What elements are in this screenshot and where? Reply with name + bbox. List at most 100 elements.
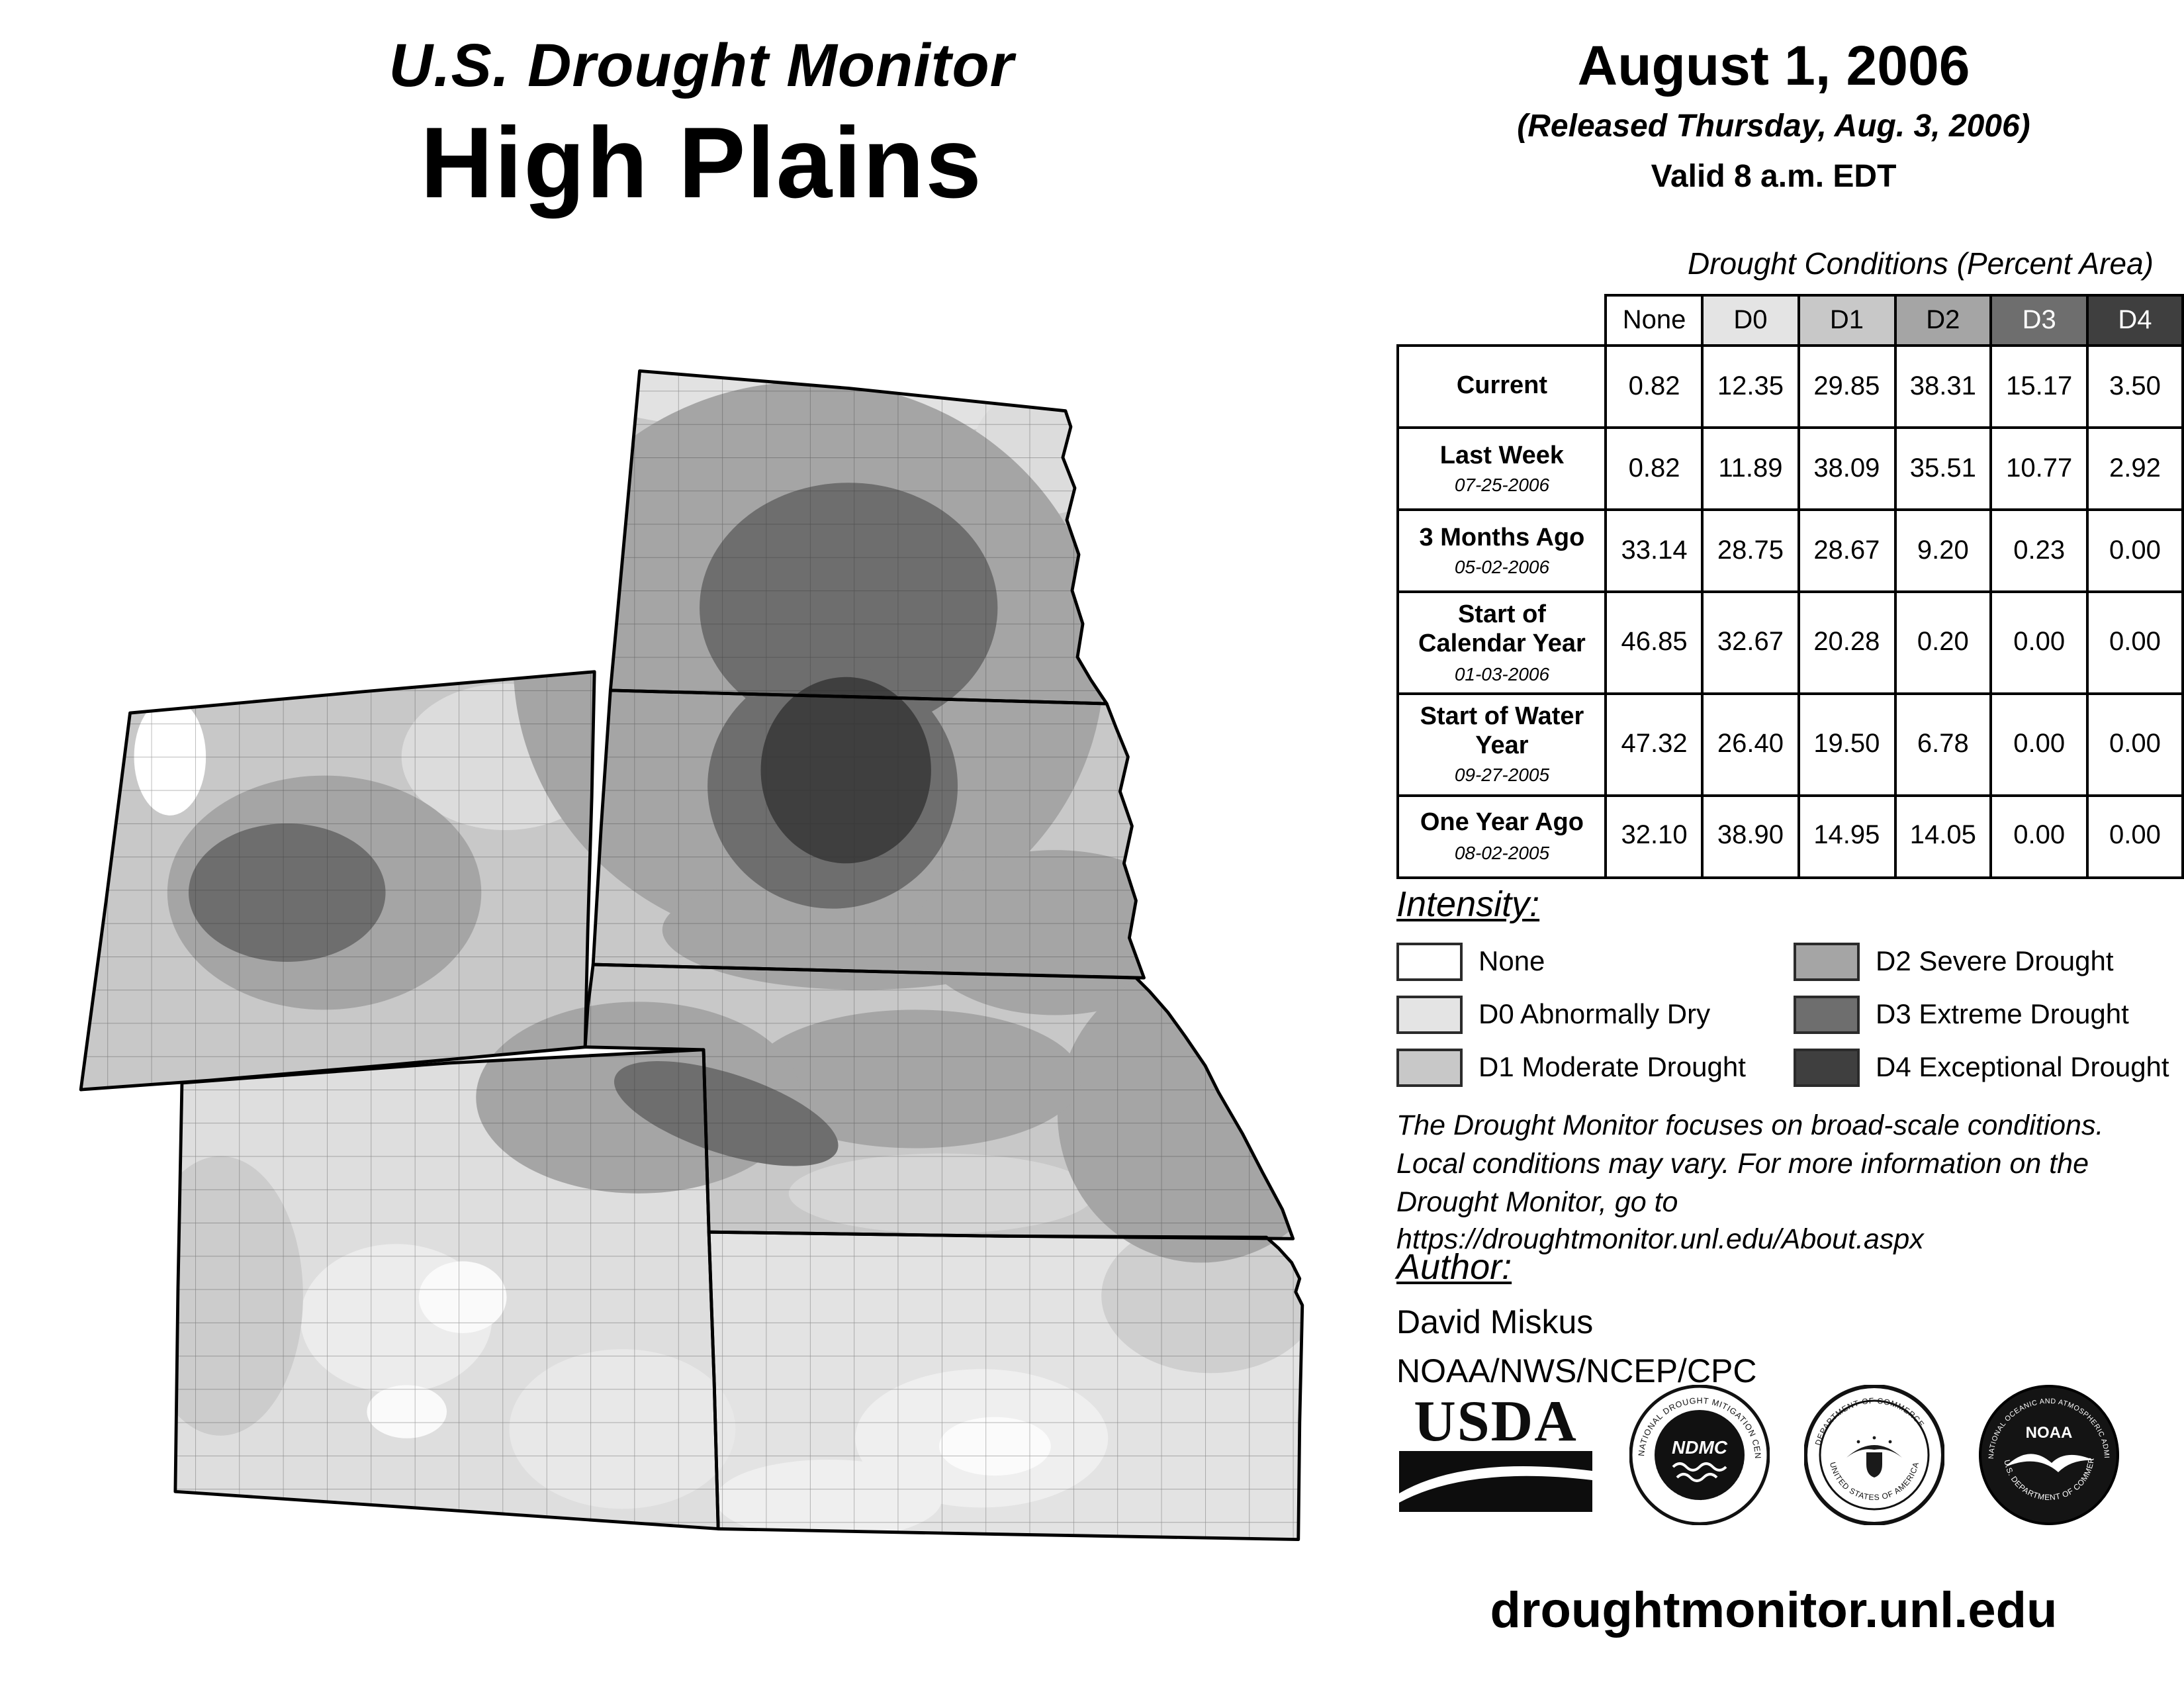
value-cell: 38.90 [1701, 794, 1800, 879]
row-label: 3 Months Ago 05-02-2006 [1396, 508, 1608, 593]
row-label: Last Week 07-25-2006 [1396, 426, 1608, 511]
row-label: One Year Ago 08-02-2005 [1396, 794, 1608, 879]
report-title: U.S. Drought Monitor [388, 30, 1015, 99]
value-cell: 14.95 [1797, 794, 1897, 879]
drought-map [64, 357, 1328, 1556]
table-row: One Year Ago 08-02-2005 32.10 38.90 14.95 14.… [1396, 794, 2184, 879]
legend-label: D0 Abnormally Dry [1479, 999, 1711, 1029]
legend-label: D4 Exceptional Drought [1876, 1052, 2169, 1082]
legend-label: D3 Extreme Drought [1876, 999, 2129, 1029]
drought-conditions-table: None D0 D1 D2 D3 D4 Current 0.82 12.35 29.85 38.3… [1396, 294, 2184, 879]
table-row: 3 Months Ago 05-02-2006 33.14 28.75 28.67 9.2… [1396, 508, 2184, 593]
author-block: Author: David Miskus NOAA/NWS/NCEP/CPC [1396, 1247, 2171, 1391]
legend-item-d0: D0 Abnormally Dry [1396, 996, 1783, 1034]
value-cell: 9.20 [1893, 508, 1993, 593]
value-cell: 0.23 [1989, 508, 2089, 593]
value-cell: 0.00 [2085, 590, 2184, 695]
legend-label: None [1479, 946, 1545, 976]
drought-table-body: Current 0.82 12.35 29.85 38.31 15.17 3.50 Last … [1396, 344, 2184, 879]
legend-item-d1: D1 Moderate Drought [1396, 1049, 1783, 1087]
table-row: Current 0.82 12.35 29.85 38.31 15.17 3.50 [1396, 344, 2184, 429]
legend-swatch [1794, 996, 1860, 1034]
intensity-block: Intensity: None D0 Abnormally Dry D1 Moder… [1396, 884, 2171, 1087]
table-row: Start of Water Year 09-27-2005 47.32 26.40 1… [1396, 692, 2184, 797]
value-cell: 15.17 [1989, 344, 2089, 429]
disclaimer-text: The Drought Monitor focuses on broad-sca… [1396, 1109, 2104, 1256]
noaa-gull-icon [2005, 1454, 2094, 1472]
site-url: droughtmonitor.unl.edu [1490, 1583, 2058, 1639]
noaa-center-text: NOAA [2026, 1424, 2073, 1442]
author-org: NOAA/NWS/NCEP/CPC [1396, 1353, 1757, 1390]
ndmc-wave-icon [1676, 1473, 1718, 1482]
value-cell: 0.00 [2085, 692, 2184, 797]
legend-item-d4: D4 Exceptional Drought [1794, 1049, 2171, 1087]
column-header-none: None [1604, 294, 1704, 347]
value-cell: 0.00 [1989, 590, 2089, 695]
author-heading: Author: [1396, 1247, 1512, 1287]
value-cell: 14.05 [1893, 794, 1993, 879]
ndmc-wave-icon [1672, 1462, 1727, 1472]
value-cell: 26.40 [1701, 692, 1800, 797]
legend-swatch [1794, 1049, 1860, 1087]
column-header-d2: D2 [1893, 294, 1993, 347]
usda-swoosh-icon [1399, 1450, 1592, 1511]
table-corner [1398, 295, 1606, 346]
value-cell: 0.20 [1893, 590, 1993, 695]
map-container [64, 357, 1328, 1556]
map-date: August 1, 2006 [1577, 34, 1970, 97]
value-cell: 11.89 [1701, 426, 1800, 511]
value-cell: 6.78 [1893, 692, 1993, 797]
value-cell: 0.00 [2085, 794, 2184, 879]
column-header-d4: D4 [2085, 294, 2184, 347]
region-title: High Plains [420, 107, 983, 220]
usda-wordmark: USDA [1414, 1388, 1578, 1453]
legend-label: D2 Severe Drought [1876, 946, 2114, 976]
legend-swatch [1396, 943, 1463, 981]
value-cell: 0.00 [1989, 794, 2089, 879]
noaa-logo: NATIONAL OCEANIC AND ATMOSPHERIC ADMINIS… [1979, 1385, 2119, 1525]
release-date: (Released Thursday, Aug. 3, 2006) [1517, 109, 2030, 144]
legend-item-d2: D2 Severe Drought [1794, 943, 2171, 981]
column-header-d0: D0 [1701, 294, 1800, 347]
county-grid-lines [81, 371, 1302, 1540]
table-row: Start of Calendar Year 01-03-2006 46.85 32.… [1396, 590, 2184, 695]
value-cell: 12.35 [1701, 344, 1800, 429]
value-cell: 28.67 [1797, 508, 1897, 593]
legend-swatch [1396, 996, 1463, 1034]
value-cell: 33.14 [1604, 508, 1704, 593]
title-block: U.S. Drought Monitor High Plains [60, 29, 1343, 221]
legend-item-none: None [1396, 943, 1783, 981]
date-block: August 1, 2006 (Released Thursday, Aug. … [1377, 34, 2171, 196]
value-cell: 29.85 [1797, 344, 1897, 429]
commerce-seal-logo: DEPARTMENT OF COMMERCE UNITED STATES OF … [1804, 1385, 1944, 1525]
ndmc-logo: NATIONAL DROUGHT MITIGATION CENTER UNIVE… [1629, 1385, 1770, 1525]
value-cell: 28.75 [1701, 508, 1800, 593]
value-cell: 3.50 [2085, 344, 2184, 429]
value-cell: 0.00 [1989, 692, 2089, 797]
legend-item-d3: D3 Extreme Drought [1794, 996, 2171, 1034]
commerce-shield-icon [1866, 1452, 1882, 1477]
row-label: Start of Calendar Year 01-03-2006 [1396, 590, 1608, 695]
value-cell: 35.51 [1893, 426, 1993, 511]
ndmc-center-text: NDMC [1672, 1437, 1728, 1458]
value-cell: 47.32 [1604, 692, 1704, 797]
value-cell: 0.00 [2085, 508, 2184, 593]
row-label: Current [1396, 344, 1608, 429]
commerce-eagle-icon [1846, 1445, 1902, 1458]
intensity-heading: Intensity: [1396, 884, 1540, 924]
legend-swatch [1794, 943, 1860, 981]
value-cell: 32.67 [1701, 590, 1800, 695]
value-cell: 38.31 [1893, 344, 1993, 429]
value-cell: 32.10 [1604, 794, 1704, 879]
valid-time: Valid 8 a.m. EDT [1651, 159, 1897, 195]
legend-swatch [1396, 1049, 1463, 1087]
usda-logo: USDA [1396, 1388, 1595, 1518]
logos-row: USDA NATIONAL DROUGHT MITIGATION CENTER … [1396, 1385, 2171, 1525]
value-cell: 0.82 [1604, 426, 1704, 511]
column-header-d1: D1 [1797, 294, 1897, 347]
value-cell: 46.85 [1604, 590, 1704, 695]
drought-table-header-row: None D0 D1 D2 D3 D4 [1398, 294, 2184, 347]
table-title: Drought Conditions (Percent Area) [1688, 246, 2154, 281]
value-cell: 10.77 [1989, 426, 2089, 511]
